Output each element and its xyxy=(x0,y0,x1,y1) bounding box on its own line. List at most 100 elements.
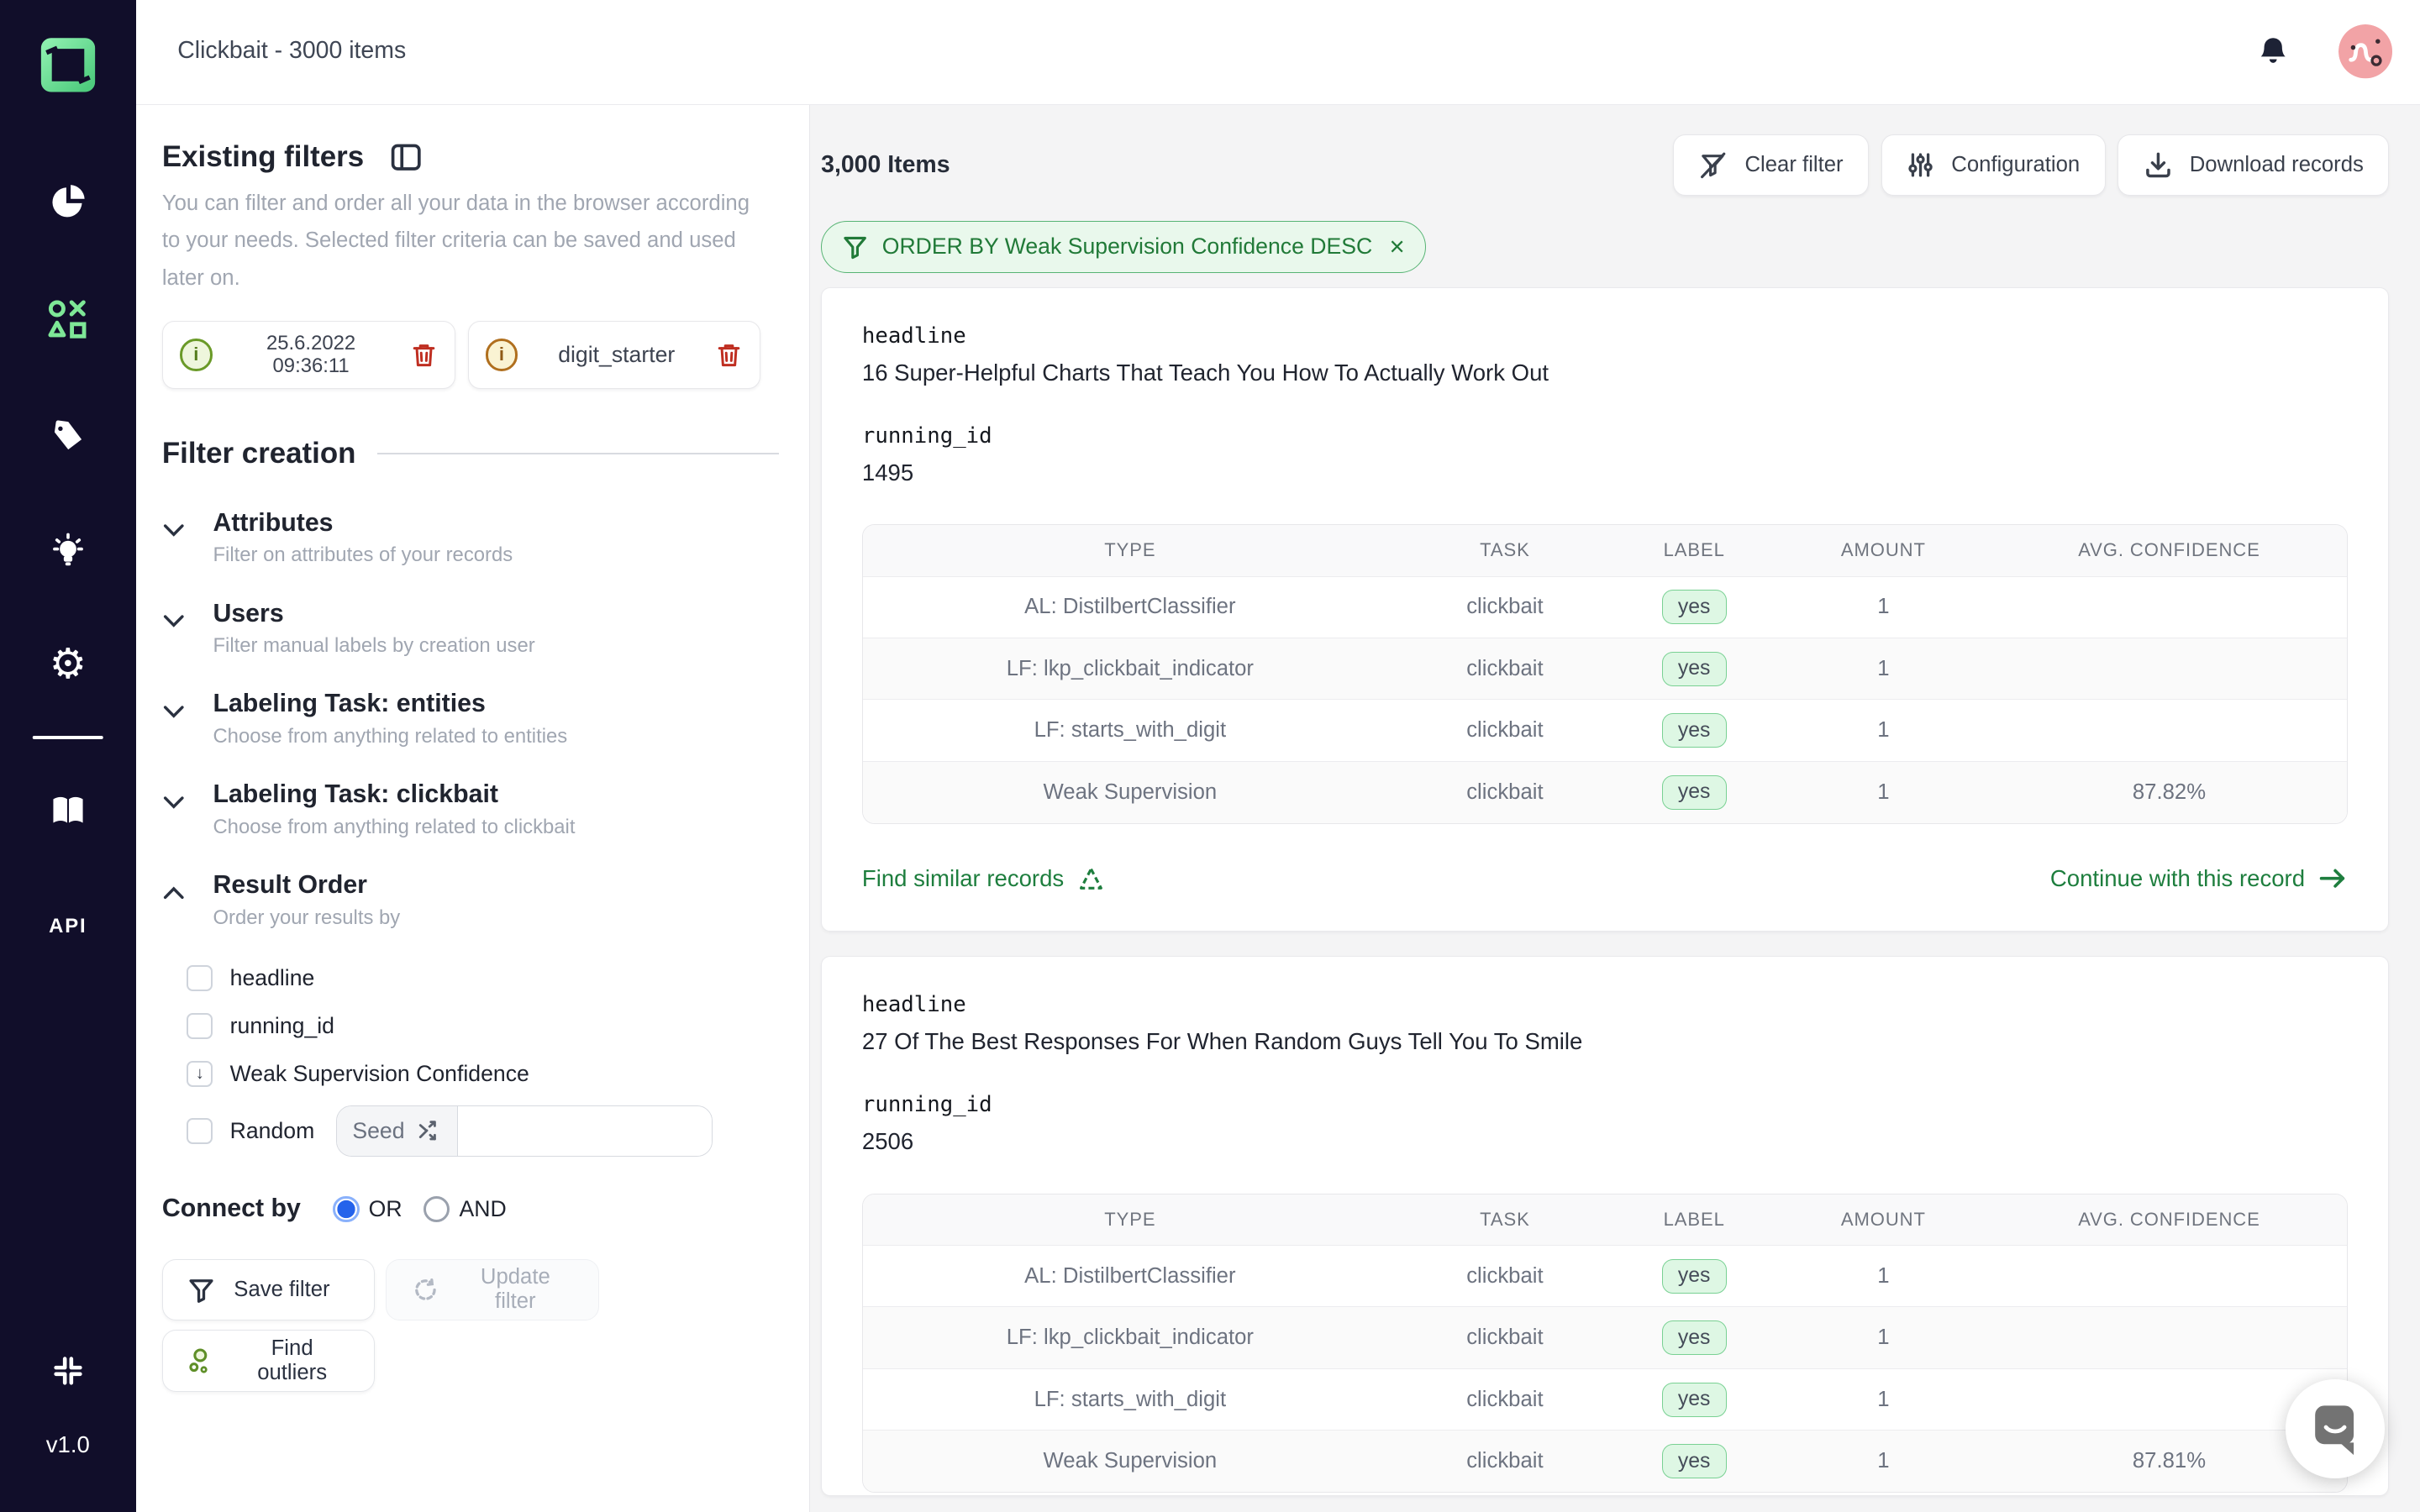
update-filter-button[interactable]: Update filter xyxy=(386,1258,599,1321)
section-label: Result Order xyxy=(213,871,367,900)
gear-icon: ⚙ xyxy=(49,638,87,688)
order-option-random: Random Seed xyxy=(187,1105,778,1157)
option-label: running_id xyxy=(229,1012,334,1038)
saved-filter-label: digit_starter xyxy=(558,341,676,367)
record-card: headline 27 Of The Best Responses For Wh… xyxy=(821,956,2390,1496)
configuration-button[interactable]: Configuration xyxy=(1881,134,2106,197)
sidebar-divider xyxy=(32,736,104,739)
find-similar-link[interactable]: Find similar records xyxy=(862,864,1106,894)
sidebar-item-labeling[interactable] xyxy=(47,415,89,457)
download-records-button[interactable]: Download records xyxy=(2118,134,2390,197)
panel-toggle-button[interactable] xyxy=(389,140,423,174)
field-key-headline: headline xyxy=(861,992,966,1018)
record-card: headline 16 Super-Helpful Charts That Te… xyxy=(821,286,2390,932)
chat-bubble-icon xyxy=(2315,1405,2354,1456)
lightbulb-icon xyxy=(52,533,83,566)
section-description: Choose from anything related to clickbai… xyxy=(213,815,576,838)
continue-record-link[interactable]: Continue with this record xyxy=(2050,865,2349,892)
section-labeling-task-entities[interactable]: Labeling Task: entities Choose from anyt… xyxy=(162,690,779,748)
label-badge: yes xyxy=(1661,1444,1727,1479)
delete-filter-button[interactable] xyxy=(410,340,438,370)
notifications-button[interactable] xyxy=(2256,33,2290,73)
clear-filter-button[interactable]: Clear filter xyxy=(1673,134,1869,197)
order-option-headline: headline xyxy=(187,962,778,995)
sidebar-collapse-button[interactable] xyxy=(49,1352,87,1390)
col-header-amount: AMOUNT xyxy=(1840,539,1926,561)
checkbox[interactable] xyxy=(187,1012,213,1039)
field-value-headline: 27 Of The Best Responses For When Random… xyxy=(861,1028,1583,1055)
col-header-confidence: AVG. CONFIDENCE xyxy=(2078,1208,2260,1230)
label-badge: yes xyxy=(1661,1258,1727,1294)
close-icon[interactable]: × xyxy=(1389,232,1405,262)
section-label: Users xyxy=(213,599,284,627)
connect-by-label: Connect by xyxy=(161,1194,301,1223)
user-avatar[interactable] xyxy=(2338,24,2392,79)
col-header-type: TYPE xyxy=(1104,539,1156,561)
radio-and[interactable] xyxy=(424,1195,450,1223)
radio-or-label: OR xyxy=(368,1195,402,1221)
field-value-headline: 16 Super-Helpful Charts That Teach You H… xyxy=(861,359,1549,386)
delete-filter-button[interactable] xyxy=(715,340,743,370)
table-header-row: TYPE TASK LABEL AMOUNT AVG. CONFIDENCE xyxy=(862,525,2348,577)
funnel-icon xyxy=(189,1279,213,1303)
checkbox[interactable] xyxy=(187,964,213,992)
sidebar-item-settings[interactable]: ⚙ xyxy=(50,643,87,685)
order-option-running-id: running_id xyxy=(187,1010,778,1042)
find-outliers-button[interactable]: Find outliers xyxy=(161,1330,376,1392)
chevron-up-icon xyxy=(162,871,213,900)
section-result-order[interactable]: Result Order Order your results by xyxy=(162,871,779,929)
pie-chart-icon xyxy=(52,185,85,218)
shuffle-icon xyxy=(419,1120,437,1141)
sidebar-item-docs[interactable] xyxy=(47,790,89,832)
order-by-chip: ORDER BY Weak Supervision Confidence DES… xyxy=(821,220,1426,273)
option-label: headline xyxy=(229,964,315,990)
field-key-running-id: running_id xyxy=(861,423,992,449)
sidebar-item-overview[interactable] xyxy=(47,181,89,223)
divider xyxy=(377,452,779,454)
option-label: Weak Supervision Confidence xyxy=(229,1060,529,1086)
section-label: Attributes xyxy=(213,508,334,537)
saved-filter-label: 25.6.2022 09:36:11 xyxy=(266,331,356,378)
sidebar-item-heuristics[interactable] xyxy=(46,529,89,572)
order-by-chip-label: ORDER BY Weak Supervision Confidence DES… xyxy=(881,234,1373,260)
label-badge: yes xyxy=(1661,651,1727,686)
panel-toggle-icon xyxy=(391,144,421,171)
section-label: Labeling Task: entities xyxy=(213,690,486,718)
record-table: TYPE TASK LABEL AMOUNT AVG. CONFIDENCE A… xyxy=(861,524,2349,824)
section-description: Choose from anything related to entities xyxy=(213,724,568,748)
save-filter-button[interactable]: Save filter xyxy=(161,1258,376,1321)
col-header-task: TASK xyxy=(1480,1208,1530,1230)
app-logo[interactable] xyxy=(34,31,102,99)
chevron-down-icon xyxy=(162,600,213,629)
table-header-row: TYPE TASK LABEL AMOUNT AVG. CONFIDENCE xyxy=(862,1194,2348,1246)
sidebar-item-api[interactable]: API xyxy=(49,915,87,938)
sidebar: ⚙ API v1.0 xyxy=(0,0,136,1512)
arrow-right-icon xyxy=(2319,869,2344,889)
section-labeling-task-clickbait[interactable]: Labeling Task: clickbait Choose from any… xyxy=(162,780,779,838)
toolbar: Clear filter Configuration Download reco… xyxy=(1673,134,2390,197)
option-label: Random xyxy=(229,1117,315,1143)
chevron-down-icon xyxy=(162,780,213,810)
field-value-running-id: 2506 xyxy=(861,1128,914,1154)
records-area: 3,000 Items Clear filter Configuration D… xyxy=(810,105,2420,1512)
chat-launcher-button[interactable] xyxy=(2286,1379,2385,1478)
avatar-identicon xyxy=(2338,24,2392,79)
trash-icon xyxy=(718,344,740,367)
radio-or[interactable] xyxy=(333,1195,360,1223)
info-icon[interactable]: i xyxy=(485,339,518,371)
info-icon[interactable]: i xyxy=(180,339,213,371)
items-count: 3,000 Items xyxy=(821,150,950,178)
table-row: LF: lkp_clickbait_indicator clickbait yes… xyxy=(862,638,2348,700)
seed-input[interactable] xyxy=(457,1105,713,1156)
existing-filters-title: Existing filters xyxy=(161,140,365,174)
section-users[interactable]: Users Filter manual labels by creation u… xyxy=(162,600,779,658)
checkbox-desc-arrow[interactable]: ↓ xyxy=(187,1060,213,1087)
table-row: AL: DistilbertClassifier clickbait yes 1 xyxy=(862,576,2348,638)
checkbox[interactable] xyxy=(187,1117,213,1144)
section-description: Order your results by xyxy=(213,906,401,929)
section-attributes[interactable]: Attributes Filter on attributes of your … xyxy=(162,509,779,567)
field-key-headline: headline xyxy=(861,323,966,349)
label-badge: yes xyxy=(1661,590,1727,625)
table-row: AL: DistilbertClassifier clickbait yes 1 xyxy=(862,1245,2348,1307)
sidebar-item-data-browser[interactable] xyxy=(45,297,91,343)
